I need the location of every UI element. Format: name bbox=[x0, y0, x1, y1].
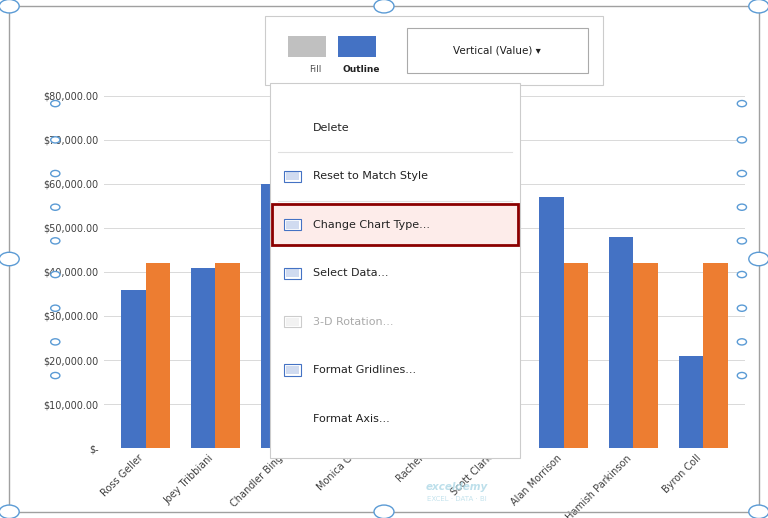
Text: EXCEL · DATA · BI: EXCEL · DATA · BI bbox=[427, 496, 487, 502]
Bar bbox=[634, 263, 658, 448]
Text: Change Chart Type...: Change Chart Type... bbox=[313, 220, 429, 230]
Text: Delete: Delete bbox=[313, 123, 349, 133]
Bar bbox=[703, 263, 727, 448]
Bar bbox=[400, 263, 424, 448]
Bar bbox=[260, 184, 285, 448]
Bar bbox=[494, 263, 518, 448]
Bar bbox=[190, 267, 215, 448]
Bar bbox=[215, 263, 240, 448]
Bar bbox=[285, 263, 310, 448]
Bar bbox=[469, 294, 494, 448]
Bar bbox=[564, 263, 588, 448]
Bar bbox=[424, 263, 449, 448]
Text: Format Axis...: Format Axis... bbox=[313, 414, 389, 424]
Bar bbox=[330, 149, 355, 448]
Text: Vertical (Value) ▾: Vertical (Value) ▾ bbox=[453, 46, 541, 56]
Bar bbox=[121, 290, 145, 448]
Text: Fill: Fill bbox=[309, 65, 321, 74]
Text: exceldemy: exceldemy bbox=[425, 482, 488, 492]
Text: Reset to Match Style: Reset to Match Style bbox=[313, 171, 428, 181]
Text: Format Gridlines...: Format Gridlines... bbox=[313, 365, 415, 375]
Text: 3-D Rotation...: 3-D Rotation... bbox=[313, 316, 393, 327]
Text: Outline: Outline bbox=[343, 65, 379, 74]
Bar bbox=[679, 355, 703, 448]
Bar bbox=[539, 197, 564, 448]
Bar bbox=[145, 263, 170, 448]
Text: Select Data...: Select Data... bbox=[313, 268, 388, 278]
Bar bbox=[355, 263, 379, 448]
Bar bbox=[609, 237, 634, 448]
